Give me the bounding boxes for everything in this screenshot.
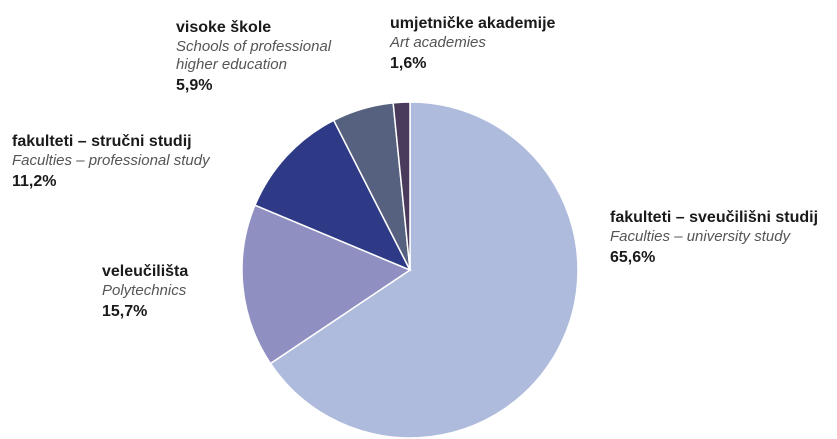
slice-label-hr: umjetničke akademije <box>390 15 556 32</box>
slice-value-label: 1,6% <box>390 54 427 72</box>
slice-label-en: Schools of professional higher education <box>176 37 332 73</box>
slice-label-hr: fakulteti – stručni studij <box>12 133 192 150</box>
pie-slice-art-academies <box>392 101 411 271</box>
slice-value-label: 15,7% <box>102 302 148 320</box>
slice-label-professional-study: fakulteti – stručni studij Faculties – p… <box>12 132 210 191</box>
slice-label-en: Art academies <box>390 33 486 51</box>
slice-label-en: Polytechnics <box>102 281 187 299</box>
slice-value-label: 11,2% <box>12 172 57 190</box>
slice-label-en: Faculties – university study <box>610 227 791 245</box>
pie-slice-polytechnics <box>241 204 412 365</box>
slice-label-art-academies: umjetničke akademije Art academies 1,6% <box>390 14 555 73</box>
slice-label-hr: fakulteti – sveučilišni studij <box>610 209 819 226</box>
slice-value-label: 5,9% <box>176 77 213 95</box>
slice-label-hr: veleučilišta <box>102 263 189 280</box>
pie-slice-university-study <box>269 101 579 439</box>
pie-slice-professional-study <box>254 119 412 272</box>
slice-value-label: 65,6% <box>610 248 656 266</box>
slice-label-polytechnics: veleučilišta Polytechnics 15,7% <box>102 262 188 321</box>
slice-label-schools-professional: visoke škole Schools of professional hig… <box>176 18 366 96</box>
slice-label-en: Faculties – professional study <box>12 151 210 169</box>
slice-label-hr: visoke škole <box>176 19 272 36</box>
slice-label-university-study: fakulteti – sveučilišni studij Faculties… <box>610 208 818 267</box>
